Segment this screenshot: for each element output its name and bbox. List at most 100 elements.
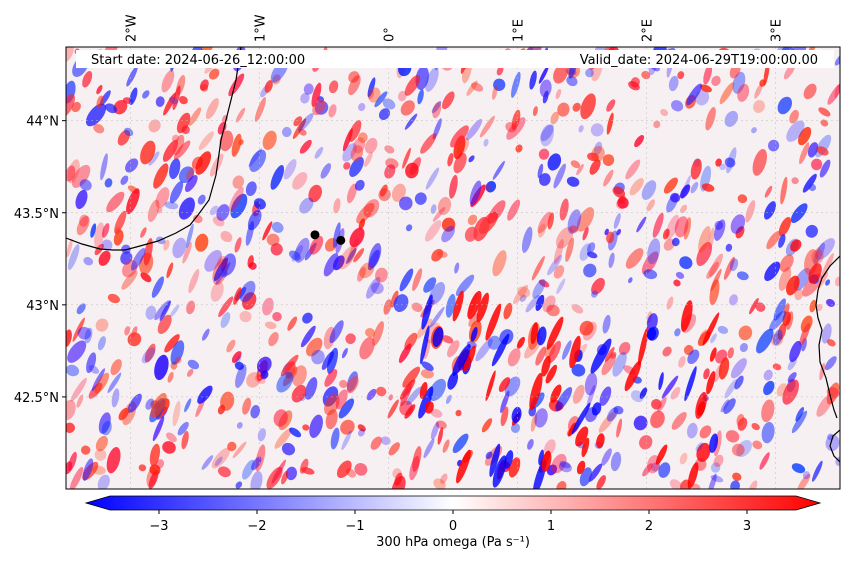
omega-blob	[679, 256, 693, 270]
omega-blob	[677, 71, 685, 80]
omega-blob	[616, 418, 623, 438]
omega-blob	[709, 279, 720, 306]
omega-blob	[791, 410, 808, 434]
omega-blob	[415, 318, 433, 339]
omega-streak	[709, 433, 719, 453]
omega-blob	[555, 386, 573, 412]
omega-blob	[292, 365, 307, 387]
omega-blob	[93, 123, 105, 134]
omega-streak	[530, 322, 539, 345]
omega-blob	[186, 300, 196, 315]
omega-blob	[834, 84, 840, 99]
omega-blob	[819, 159, 831, 178]
omega-blob	[732, 472, 742, 481]
omega-blob	[466, 80, 478, 96]
omega-blob	[825, 434, 840, 452]
omega-blob	[274, 427, 293, 449]
omega-blob	[94, 222, 105, 249]
omega-blob	[114, 227, 121, 235]
omega-blob	[662, 346, 672, 357]
omega-blob	[141, 347, 156, 364]
omega-blob	[66, 399, 76, 421]
omega-blob	[271, 221, 284, 233]
omega-blob	[698, 226, 711, 253]
omega-blob	[576, 207, 595, 232]
omega-blob	[122, 260, 138, 278]
omega-blob	[228, 73, 245, 97]
omega-blob	[641, 70, 651, 80]
omega-blob	[272, 311, 282, 322]
omega-blob	[423, 277, 437, 293]
omega-blob	[388, 442, 400, 456]
omega-blob	[95, 435, 108, 452]
omega-blob	[326, 347, 339, 374]
omega-blob	[235, 364, 247, 388]
omega-blob	[706, 261, 719, 279]
omega-blob	[791, 463, 806, 474]
omega-blob	[155, 187, 170, 209]
omega-blob	[281, 442, 296, 456]
omega-blob	[547, 212, 555, 230]
omega-blob	[174, 356, 182, 364]
omega-blob	[686, 422, 698, 439]
omega-blob	[100, 153, 108, 181]
omega-blob	[232, 175, 245, 189]
omega-blob	[715, 158, 722, 167]
start-date-label: Start date: 2024-06-26_12:00:00	[91, 53, 305, 68]
omega-blob	[816, 146, 829, 156]
omega-blob	[197, 385, 213, 404]
omega-blob	[615, 199, 626, 210]
omega-blob	[289, 427, 302, 438]
omega-blob	[66, 422, 75, 434]
omega-blob	[404, 113, 418, 130]
omega-blob	[606, 99, 616, 112]
omega-blob	[149, 443, 161, 467]
omega-blob	[202, 328, 210, 341]
omega-streak	[655, 444, 668, 465]
omega-blob	[246, 372, 261, 388]
omega-blob	[821, 323, 832, 344]
omega-blob	[372, 321, 384, 346]
omega-blob	[143, 238, 153, 266]
omega-blob	[94, 243, 104, 256]
omega-blob	[737, 194, 748, 204]
omega-blob	[390, 290, 399, 308]
omega-blob	[254, 97, 266, 122]
omega-blob	[661, 375, 679, 399]
omega-blob	[234, 355, 242, 366]
omega-blob	[546, 464, 558, 476]
omega-blob	[186, 368, 194, 377]
omega-blob	[816, 393, 834, 417]
omega-streak	[455, 449, 471, 484]
omega-blob	[305, 337, 323, 357]
omega-blob	[764, 201, 776, 220]
omega-streak	[419, 382, 428, 399]
omega-blob	[82, 71, 93, 88]
omega-blob	[571, 304, 584, 314]
omega-blob	[713, 454, 724, 467]
omega-blob	[815, 238, 835, 260]
omega-blob	[548, 340, 561, 364]
omega-blob	[753, 100, 765, 113]
omega-blob	[586, 384, 596, 409]
omega-blob	[662, 228, 670, 240]
omega-blob	[402, 366, 421, 388]
omega-blob	[485, 180, 497, 193]
omega-blob	[604, 228, 609, 236]
omega-blob	[584, 372, 598, 396]
omega-blob	[786, 120, 805, 142]
omega-blob	[799, 322, 811, 347]
omega-blob	[311, 349, 325, 365]
omega-blob	[292, 118, 307, 139]
omega-blob	[227, 441, 237, 452]
omega-blob	[606, 231, 615, 244]
omega-blob	[790, 239, 802, 252]
omega-blob	[192, 214, 203, 224]
omega-blob	[705, 106, 716, 131]
omega-blob	[513, 284, 529, 304]
omega-blob	[428, 282, 446, 305]
omega-blob	[300, 92, 310, 104]
omega-blob	[188, 268, 200, 294]
omega-blob	[690, 181, 699, 194]
omega-blob	[668, 75, 679, 92]
